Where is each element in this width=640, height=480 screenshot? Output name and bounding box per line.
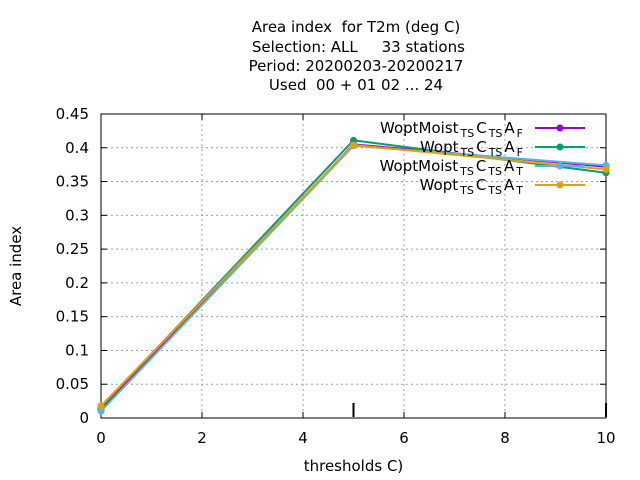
data-point-3 bbox=[97, 407, 105, 415]
chart-title: Area index for T2m (deg C) bbox=[251, 18, 461, 36]
x-tick-label: 8 bbox=[500, 429, 510, 447]
legend-label-2: Wopt TS C TS A F bbox=[420, 138, 523, 159]
series-line-3 bbox=[100, 144, 607, 412]
chart-subtitle-used: Used 00 + 01 02 ... 24 bbox=[268, 76, 444, 94]
series-line-4 bbox=[100, 144, 607, 407]
legend-marker-2 bbox=[556, 143, 564, 151]
y-tick-label: 0.05 bbox=[56, 375, 89, 393]
legend-label-4: Wopt TS C TS A T bbox=[420, 176, 524, 197]
x-tick-label: 10 bbox=[596, 429, 615, 447]
data-point-4 bbox=[602, 165, 610, 173]
y-tick-label: 0.4 bbox=[65, 139, 89, 157]
y-tick-label: 0.2 bbox=[65, 274, 89, 292]
plot-border bbox=[100, 113, 607, 419]
y-tick-label: 0.25 bbox=[56, 240, 89, 258]
series-lines bbox=[97, 136, 610, 415]
data-point-4 bbox=[350, 141, 357, 149]
y-axis-label: Area index bbox=[7, 226, 25, 306]
x-axis-label: thresholds C) bbox=[304, 457, 404, 475]
chart-subtitle-period: Period: 20200203-20200217 bbox=[248, 57, 464, 75]
y-tick-label: 0.45 bbox=[56, 105, 89, 123]
x-tick-label: 0 bbox=[96, 429, 106, 447]
y-tick-label: 0 bbox=[79, 409, 89, 427]
y-tick-label: 0.15 bbox=[56, 308, 89, 326]
legend-label-1: WoptMoist TS C TS A F bbox=[380, 119, 523, 140]
x-tick-label: 2 bbox=[197, 429, 207, 447]
series-line-1 bbox=[100, 143, 607, 411]
legend-label-3: WoptMoist TS C TS A T bbox=[380, 157, 524, 178]
tick-labels: 0 2 4 6 8 10 0 0.05 0.1 0.15 0.2 0.25 0.3 0.35 0.4 0.45 bbox=[56, 105, 616, 447]
legend-marker-1 bbox=[556, 124, 564, 132]
legend-marker-4 bbox=[556, 181, 564, 189]
grid-lines bbox=[101, 114, 606, 418]
x-tick-label: 4 bbox=[298, 429, 308, 447]
y-tick-label: 0.3 bbox=[65, 206, 89, 224]
legend-marker-3 bbox=[556, 162, 564, 170]
chart-subtitle-selection: Selection: ALL 33 stations bbox=[247, 38, 465, 56]
data-point-4 bbox=[97, 402, 105, 410]
y-tick-label: 0.35 bbox=[56, 173, 89, 191]
y-tick-label: 0.1 bbox=[65, 341, 89, 359]
x-tick-label: 6 bbox=[399, 429, 409, 447]
series-line-2 bbox=[100, 139, 607, 408]
